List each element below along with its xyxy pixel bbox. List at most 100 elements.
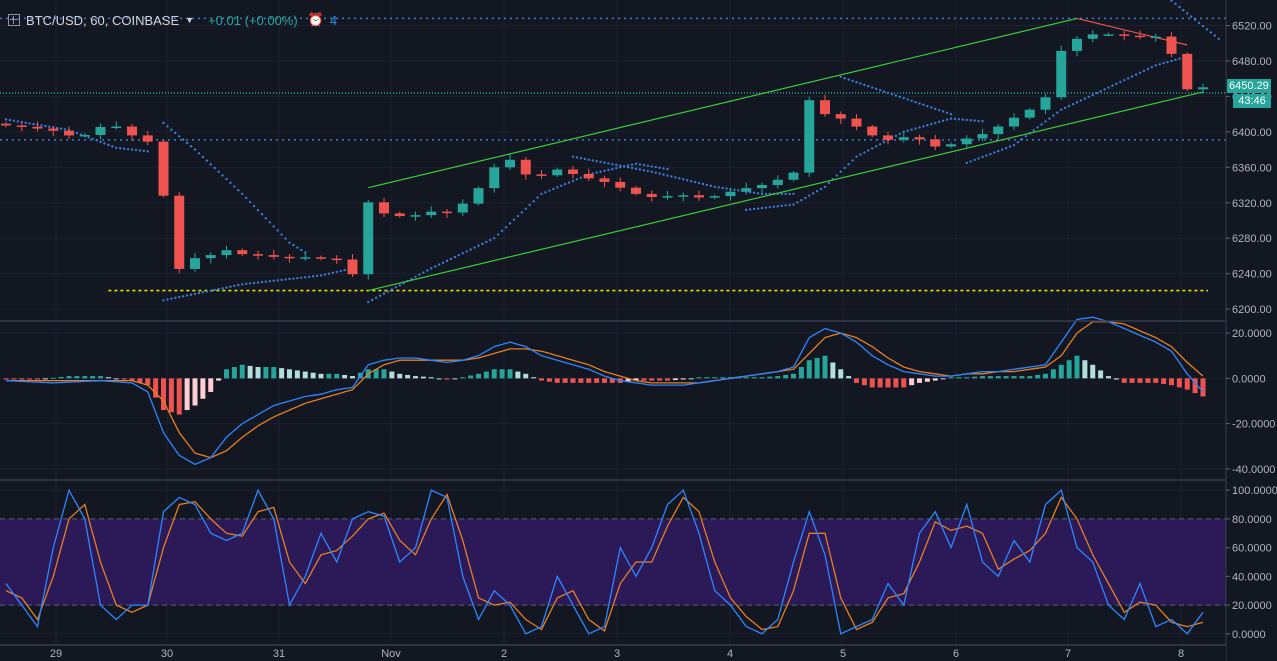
sar-dot — [276, 279, 279, 282]
macd-histogram-bar — [649, 378, 655, 381]
macd-histogram-bar — [546, 378, 552, 382]
macd-histogram-bar — [239, 364, 245, 379]
macd-histogram-bar — [594, 378, 600, 383]
sar-dot — [1008, 145, 1012, 148]
sar-dot — [705, 183, 709, 187]
macd-histogram-bar — [161, 378, 166, 411]
sar-dot — [1095, 91, 1098, 95]
sar-dot — [221, 174, 224, 177]
sar-dot — [252, 281, 256, 285]
candle-body — [1040, 97, 1051, 110]
sar-dot — [650, 170, 653, 173]
macd-histogram-bar — [200, 378, 206, 399]
sar-dot — [851, 79, 854, 83]
macd-histogram-bar — [1090, 364, 1096, 379]
sar-dot — [504, 225, 508, 229]
candle-body — [804, 100, 815, 173]
macd-histogram-bar — [1200, 378, 1206, 397]
sar-dot — [185, 141, 189, 145]
sar-dot — [611, 167, 614, 171]
sar-dot — [1036, 126, 1039, 129]
sar-dot — [485, 240, 488, 244]
candle-body — [174, 195, 185, 269]
macd-histogram-bar — [830, 362, 836, 379]
sar-dot — [422, 271, 425, 274]
sar-dot — [922, 125, 925, 128]
sar-dot — [24, 121, 27, 124]
sar-dot — [1126, 77, 1130, 80]
macd-histogram-bar — [397, 373, 403, 379]
candle-body — [1024, 109, 1035, 118]
alarm-clock-icon[interactable]: ⏰ — [307, 12, 324, 27]
macd-histogram-bar — [271, 367, 277, 379]
sar-dot — [808, 194, 811, 197]
symbol-title[interactable]: BTC/USD, 60, COINBASE — [26, 12, 180, 28]
candle-body — [1198, 87, 1208, 90]
candle-body — [615, 181, 626, 188]
macd-histogram-bar — [334, 373, 340, 379]
sar-dot — [178, 295, 181, 299]
sar-dot — [205, 159, 209, 162]
candle-body — [79, 134, 90, 137]
sar-dot — [941, 110, 945, 113]
sar-dot — [512, 218, 516, 221]
sar-dot — [1186, 12, 1189, 15]
sar-dot — [296, 246, 299, 249]
sar-dot — [174, 296, 177, 300]
sar-dot — [961, 118, 965, 121]
macd-histogram-bar — [515, 371, 521, 379]
sar-dot — [890, 92, 894, 96]
sar-dot — [548, 189, 551, 192]
sar-dot — [1162, 61, 1165, 65]
chevron-down-icon[interactable]: ▼ — [185, 15, 195, 25]
sar-dot — [1107, 86, 1110, 89]
macd-histogram-bar — [972, 376, 978, 379]
sar-dot — [745, 208, 748, 212]
sar-dot — [426, 269, 429, 272]
candle-body — [1, 123, 11, 126]
macd-histogram-bar — [940, 378, 946, 380]
sar-dot — [756, 207, 760, 210]
sar-dot — [567, 181, 571, 184]
macd-histogram-bar — [1003, 376, 1009, 379]
sar-dot — [217, 287, 220, 291]
candle-body — [993, 126, 1004, 135]
sar-dot — [315, 274, 319, 278]
macd-histogram-bar — [665, 378, 670, 381]
sar-dot — [461, 252, 464, 255]
sar-dot — [851, 159, 854, 162]
sar-dot — [934, 121, 937, 125]
sar-dot — [867, 85, 870, 88]
stoch-axis-label: 60.0000 — [1232, 543, 1272, 555]
macd-histogram-bar — [1129, 378, 1135, 383]
sar-dot — [122, 147, 126, 150]
candle-body — [520, 159, 531, 175]
candle-body — [914, 137, 925, 140]
sar-dot — [181, 295, 185, 298]
sar-dot — [658, 166, 661, 169]
sar-dot — [1040, 123, 1043, 126]
macd-histogram-bar — [609, 378, 615, 383]
sar-dot — [898, 132, 902, 136]
sar-dot — [390, 288, 394, 291]
sar-dot — [945, 111, 949, 115]
sar-dot — [213, 166, 216, 170]
sar-dot — [1024, 135, 1028, 138]
time-axis-label: 2 — [501, 648, 507, 660]
macd-histogram-bar — [318, 373, 324, 379]
expand-icon[interactable] — [8, 14, 20, 26]
sar-dot — [815, 190, 819, 193]
macd-histogram-bar — [1153, 378, 1159, 383]
sar-dot — [1166, 60, 1169, 64]
sar-dot — [957, 118, 961, 121]
macd-axis-label: 0.0000 — [1232, 373, 1266, 385]
sar-dot — [237, 189, 240, 192]
sar-dot — [197, 152, 201, 155]
macd-histogram-bar — [192, 378, 198, 406]
time-axis-label: 5 — [840, 648, 846, 660]
sar-dot — [284, 237, 287, 240]
sar-dot — [284, 278, 287, 281]
macd-histogram-bar — [759, 377, 765, 379]
candle-body — [883, 135, 893, 140]
